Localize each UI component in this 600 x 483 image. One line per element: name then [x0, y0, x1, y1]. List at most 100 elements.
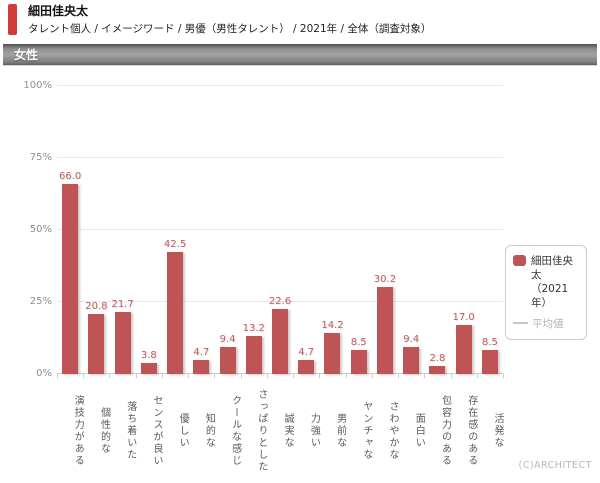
bar[interactable] [403, 346, 420, 374]
x-axis-category-label: さっぱりとした [255, 389, 267, 473]
breadcrumb: タレント個人 / イメージワード / 男優（男性タレント） / 2021年 / … [28, 23, 432, 35]
bar-slot: 4.7 [188, 86, 214, 374]
copyright-text: (C)ARCHITECT [518, 460, 592, 471]
x-axis-category-label: さわやかな [387, 401, 399, 461]
bar[interactable] [62, 183, 79, 374]
bars-row: 66.0 20.8 21.7 3.8 42.5 4.7 9.4 13.2 22.6 4.7 14.2… [57, 86, 503, 374]
x-axis-category-label: 演技力がある [72, 395, 84, 467]
bar[interactable] [193, 360, 210, 374]
series-swatch-icon [513, 255, 526, 266]
x-axis-category-label: 個性的な [98, 407, 110, 455]
x-axis-tick [266, 374, 293, 378]
y-axis-tick-label: 0% [36, 368, 52, 379]
x-axis-tick [450, 374, 477, 378]
bar[interactable] [140, 363, 157, 374]
bar-slot: 14.2 [319, 86, 345, 374]
bar[interactable] [376, 287, 393, 374]
x-axis-category-label: 面白い [413, 413, 425, 449]
bar-slot: 3.8 [136, 86, 162, 374]
x-axis-tick [398, 374, 424, 378]
bar-value-label: 13.2 [242, 322, 265, 334]
bar-value-label: 30.2 [373, 274, 397, 286]
page-header: 細田佳央太 タレント個人 / イメージワード / 男優（男性タレント） / 20… [0, 0, 600, 41]
x-axis-tick [293, 374, 319, 378]
bar-value-label: 3.8 [140, 350, 157, 362]
page-title: 細田佳央太 [28, 4, 89, 18]
legend-item-series[interactable]: 細田佳央太 （2021年） [513, 254, 579, 310]
bar-value-label: 8.5 [350, 336, 367, 348]
bar-slot: 66.0 [57, 86, 83, 374]
x-axis-tick [371, 374, 398, 378]
x-axis-category-label: 誠実な [282, 413, 294, 449]
bar-slot: 42.5 [162, 86, 188, 374]
bar[interactable] [455, 325, 472, 374]
y-axis-tick-label: 50% [29, 224, 52, 235]
x-axis-tick [109, 374, 135, 378]
bar-value-label: 4.7 [298, 347, 315, 359]
bar[interactable] [350, 349, 367, 374]
bar-value-label: 22.6 [268, 295, 292, 307]
x-axis-category-label: 包容力のある [439, 395, 451, 467]
x-labels-row: 演技力がある 個性的な 落ち着いた センスが良い 優しい 知的な クールな感じ さっぱりとした… [57, 381, 503, 481]
bar-slot: 30.2 [372, 86, 398, 374]
x-axis-tick [135, 374, 162, 378]
x-axis-category-label: 落ち着いた [124, 401, 136, 461]
x-axis-category-label: 存在感のある [465, 395, 477, 467]
y-axis-tick-label: 25% [29, 296, 52, 307]
plot-area: 66.0 20.8 21.7 3.8 42.5 4.7 9.4 13.2 22.6 4.7 14.2… [57, 85, 503, 374]
x-axis-tick [240, 374, 267, 378]
bar[interactable] [324, 333, 341, 374]
bar[interactable] [429, 365, 446, 374]
bar-value-label: 66.0 [58, 170, 82, 182]
gridline [57, 229, 503, 230]
x-axis-category-label: 活発な [491, 413, 503, 449]
x-axis-category-label: センスが良い [150, 395, 162, 467]
x-axis-tick [188, 374, 214, 378]
bar-value-label: 17.0 [452, 312, 475, 324]
bar[interactable] [481, 349, 498, 374]
bar[interactable] [245, 335, 262, 374]
x-axis-tick [161, 374, 188, 378]
bar-slot: 8.5 [346, 86, 372, 374]
bar-slot: 9.4 [214, 86, 240, 374]
bar[interactable] [114, 311, 131, 374]
x-axis-tick [424, 374, 450, 378]
bar-value-label: 9.4 [403, 333, 420, 345]
x-axis-tick [83, 374, 109, 378]
x-axis-category-label: 男前な [334, 413, 346, 449]
average-line-icon [513, 322, 528, 324]
bar-slot: 2.8 [424, 86, 450, 374]
bar[interactable] [167, 251, 184, 374]
bar[interactable] [271, 308, 288, 374]
x-axis-category-label: ヤンチャな [360, 401, 372, 461]
bar-slot: 21.7 [109, 86, 135, 374]
bar-slot: 22.6 [267, 86, 293, 374]
bar-value-label: 4.7 [193, 347, 210, 359]
x-axis-tick [345, 374, 372, 378]
bar-slot: 20.8 [83, 86, 109, 374]
legend-average-label: 平均値 [532, 318, 564, 330]
bar[interactable] [88, 314, 105, 374]
legend-series-label: 細田佳央太 （2021年） [531, 255, 573, 309]
y-axis: 0% 25% 50% 75% 100% [0, 81, 52, 379]
x-axis-category-label: 力強い [308, 413, 320, 449]
x-axis-tick [214, 374, 240, 378]
bar-slot: 4.7 [293, 86, 319, 374]
x-axis-tick [319, 374, 345, 378]
chart-legend: 細田佳央太 （2021年） 平均値 [505, 245, 587, 340]
section-banner-female: 女性 [3, 44, 597, 66]
y-axis-tick-label: 100% [23, 80, 52, 91]
x-axis-category-label: 知的な [203, 413, 215, 449]
bar[interactable] [219, 346, 236, 374]
bar-slot: 9.4 [398, 86, 424, 374]
x-axis-category-label: 優しい [177, 413, 189, 449]
bar-slot: 8.5 [477, 86, 503, 374]
x-axis-category-label: クールな感じ [229, 395, 241, 467]
y-axis-tick-label: 75% [29, 152, 52, 163]
x-axis-tick [57, 374, 83, 378]
bar-value-label: 8.5 [481, 336, 498, 348]
accent-block [8, 4, 17, 35]
bar[interactable] [298, 360, 315, 374]
gridline [57, 85, 503, 86]
legend-item-average[interactable]: 平均値 [513, 317, 579, 331]
